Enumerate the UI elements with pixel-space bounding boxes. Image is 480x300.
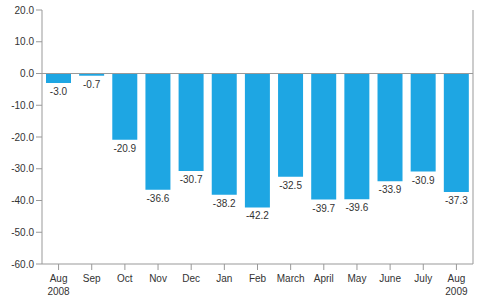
svg-text:20.0: 20.0 (15, 5, 35, 16)
svg-text:-30.0: -30.0 (11, 163, 34, 174)
svg-text:Oct: Oct (117, 273, 133, 284)
svg-text:March: March (277, 273, 305, 284)
svg-text:May: May (348, 273, 367, 284)
svg-text:Dec: Dec (182, 273, 200, 284)
svg-text:Feb: Feb (249, 273, 267, 284)
svg-text:-38.2: -38.2 (213, 198, 236, 209)
svg-text:April: April (314, 273, 334, 284)
svg-text:-10.0: -10.0 (11, 100, 34, 111)
svg-text:-40.0: -40.0 (11, 195, 34, 206)
svg-text:-50.0: -50.0 (11, 227, 34, 238)
svg-text:0.0: 0.0 (20, 68, 34, 79)
svg-text:-30.7: -30.7 (180, 174, 203, 185)
svg-text:-39.7: -39.7 (312, 203, 335, 214)
svg-text:-20.0: -20.0 (11, 132, 34, 143)
svg-text:-36.6: -36.6 (147, 193, 170, 204)
svg-text:-39.6: -39.6 (345, 202, 368, 213)
svg-text:Aug2009: Aug2009 (445, 273, 468, 297)
svg-text:Sep: Sep (83, 273, 101, 284)
svg-text:Jan: Jan (216, 273, 232, 284)
svg-text:10.0: 10.0 (15, 36, 35, 47)
svg-text:-33.9: -33.9 (379, 184, 402, 195)
svg-text:-20.9: -20.9 (113, 143, 136, 154)
svg-text:July: July (414, 273, 432, 284)
svg-text:-32.5: -32.5 (279, 180, 302, 191)
svg-text:Nov: Nov (149, 273, 167, 284)
svg-text:-0.7: -0.7 (83, 79, 101, 90)
svg-text:-60.0: -60.0 (11, 259, 34, 270)
svg-text:-3.0: -3.0 (50, 86, 68, 97)
svg-text:June: June (379, 273, 401, 284)
svg-text:Aug2008: Aug2008 (47, 273, 70, 297)
svg-text:-30.9: -30.9 (412, 175, 435, 186)
svg-text:-42.2: -42.2 (246, 210, 269, 221)
svg-text:-37.3: -37.3 (445, 195, 468, 206)
